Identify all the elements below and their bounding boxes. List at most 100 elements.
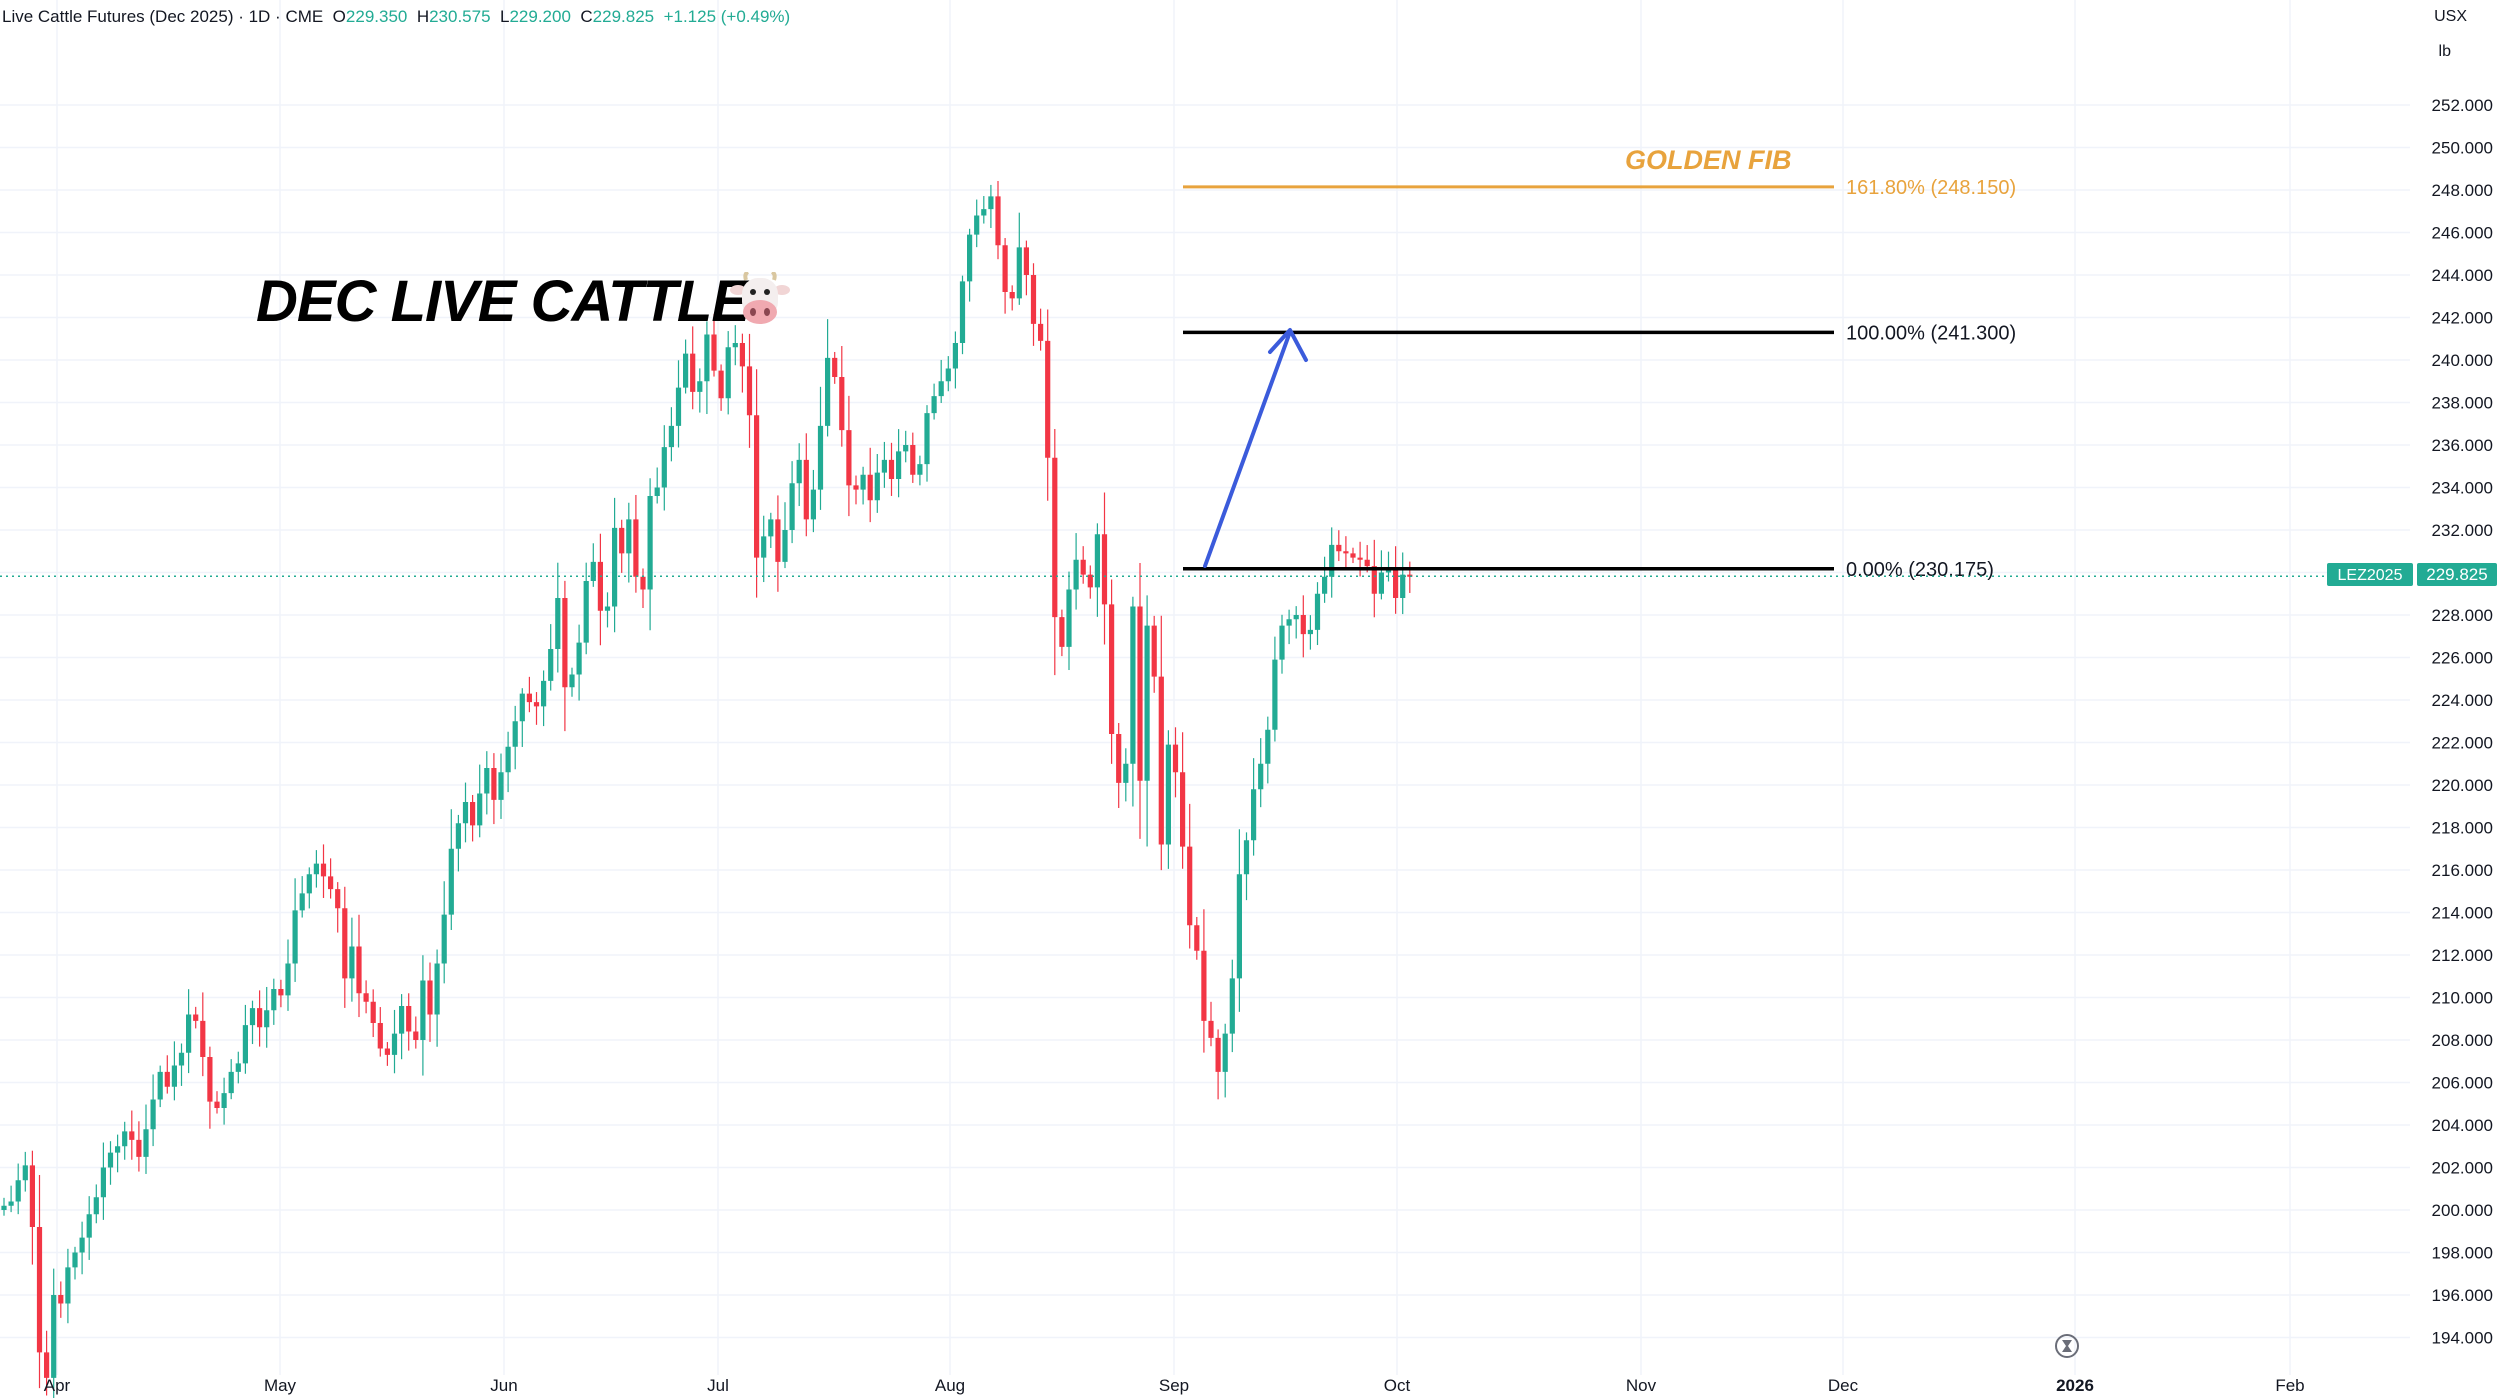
candle-body — [484, 768, 490, 794]
candle-body — [79, 1237, 85, 1253]
candle-body — [306, 874, 312, 894]
candle-body — [1116, 734, 1122, 783]
candle-body — [1087, 574, 1093, 588]
candle-body — [242, 1025, 248, 1064]
time-axis[interactable]: Apr May Jun Jul Aug Sep Oct Nov Dec 2026 Feb — [44, 1376, 2305, 1395]
close-label: C — [580, 7, 593, 26]
candle-body — [1357, 557, 1363, 560]
candle-body — [491, 768, 497, 800]
candle-body — [1314, 593, 1321, 630]
candle-body — [335, 889, 341, 909]
candle-body — [1393, 568, 1399, 598]
candle-body — [1407, 574, 1413, 577]
candle-body — [498, 772, 504, 800]
tag-symbol: LEZ2025 — [2338, 567, 2403, 584]
lb-unit[interactable]: lb — [2438, 43, 2451, 60]
x-tick-label: Jun — [490, 1376, 517, 1395]
low-value: 229.200 — [509, 7, 571, 26]
fib-retracement[interactable]: 161.80% (248.150) 100.00% (241.300) 0.00… — [1183, 145, 2016, 581]
candle-body — [569, 674, 575, 688]
trend-arrow[interactable] — [1203, 328, 1308, 568]
candle-body — [349, 946, 355, 979]
candle-body — [1343, 551, 1349, 554]
candle-body — [754, 415, 760, 558]
candle-body — [1080, 559, 1086, 575]
y-tick-label: 216.000 — [2432, 861, 2493, 880]
candle-body — [810, 489, 816, 520]
candle-body — [1180, 772, 1186, 847]
tag-price-bg — [2417, 563, 2497, 586]
tag-price: 229.825 — [2426, 565, 2487, 584]
candle-body — [441, 914, 447, 964]
y-tick-label: 252.000 — [2432, 96, 2493, 115]
y-tick-label: 242.000 — [2432, 309, 2493, 328]
y-tick-label: 198.000 — [2432, 1244, 2493, 1263]
y-tick-label: 194.000 — [2432, 1329, 2493, 1348]
candle-body — [917, 464, 923, 475]
candles-layer — [1, 180, 1413, 1398]
candle-body — [675, 387, 682, 426]
fib-100-label: 100.00% (241.300) — [1846, 322, 2016, 344]
candle-body — [228, 1071, 234, 1094]
high-label: H — [416, 7, 430, 26]
y-tick-label: 234.000 — [2432, 479, 2493, 498]
candle-body — [938, 381, 944, 397]
candle-body — [342, 908, 348, 979]
candle-body — [739, 343, 745, 367]
candle-body — [995, 196, 1001, 246]
candle-body — [1400, 574, 1406, 598]
candle-body — [1101, 534, 1108, 605]
candle-body — [86, 1214, 92, 1238]
candle-body — [470, 802, 476, 826]
symbol-title[interactable]: Live Cattle Futures (Dec 2025) · 1D · CM… — [2, 7, 324, 26]
candle-body — [910, 445, 916, 475]
y-tick-label: 236.000 — [2432, 436, 2493, 455]
low-label: L — [500, 7, 510, 26]
price-axis[interactable]: 252.000 250.000 248.000 246.000 244.000 242.0… — [2432, 96, 2493, 1348]
candle-body — [285, 963, 291, 996]
y-tick-label: 232.000 — [2432, 521, 2493, 540]
candle-body — [924, 413, 930, 465]
candle-body — [122, 1131, 128, 1147]
candle-body — [860, 474, 866, 490]
y-tick-label: 224.000 — [2432, 691, 2493, 710]
candle-body — [235, 1063, 241, 1072]
candle-body — [271, 989, 277, 1011]
candle-body — [221, 1093, 227, 1108]
open-value: 229.350 — [345, 7, 408, 26]
candle-body — [1172, 744, 1179, 773]
candle-body — [1187, 846, 1193, 926]
high-value: 230.575 — [429, 7, 491, 26]
open-label: O — [332, 7, 346, 26]
candle-body — [36, 1227, 43, 1353]
candle-body — [512, 721, 518, 747]
candle-body — [1208, 1020, 1214, 1038]
candle-body — [867, 474, 873, 501]
y-tick-label: 210.000 — [2432, 989, 2493, 1008]
y-tick-label: 206.000 — [2432, 1074, 2493, 1093]
candle-body — [988, 196, 994, 210]
candle-body — [93, 1197, 99, 1215]
candle-body — [1307, 629, 1313, 635]
tag-symbol-bg — [2327, 563, 2413, 586]
candle-body — [626, 519, 632, 554]
candle-body — [555, 598, 561, 649]
y-tick-label: 222.000 — [2432, 734, 2493, 753]
candle-body — [8, 1201, 14, 1206]
candle-body — [633, 519, 639, 577]
y-tick-label: 240.000 — [2432, 351, 2493, 370]
timezone-clock-icon[interactable] — [2055, 1334, 2079, 1358]
candle-body — [448, 848, 454, 915]
candle-body — [1258, 763, 1264, 790]
candle-body — [1229, 978, 1235, 1034]
candle-body — [370, 1001, 376, 1023]
candle-body — [65, 1267, 71, 1304]
candle-body — [690, 353, 696, 392]
candle-body — [1, 1205, 7, 1210]
arrow-shaft — [1203, 330, 1292, 568]
y-tick-label: 244.000 — [2432, 266, 2493, 285]
candle-body — [44, 1352, 50, 1378]
candle-body — [903, 445, 909, 452]
currency-unit[interactable]: USX — [2434, 8, 2467, 25]
